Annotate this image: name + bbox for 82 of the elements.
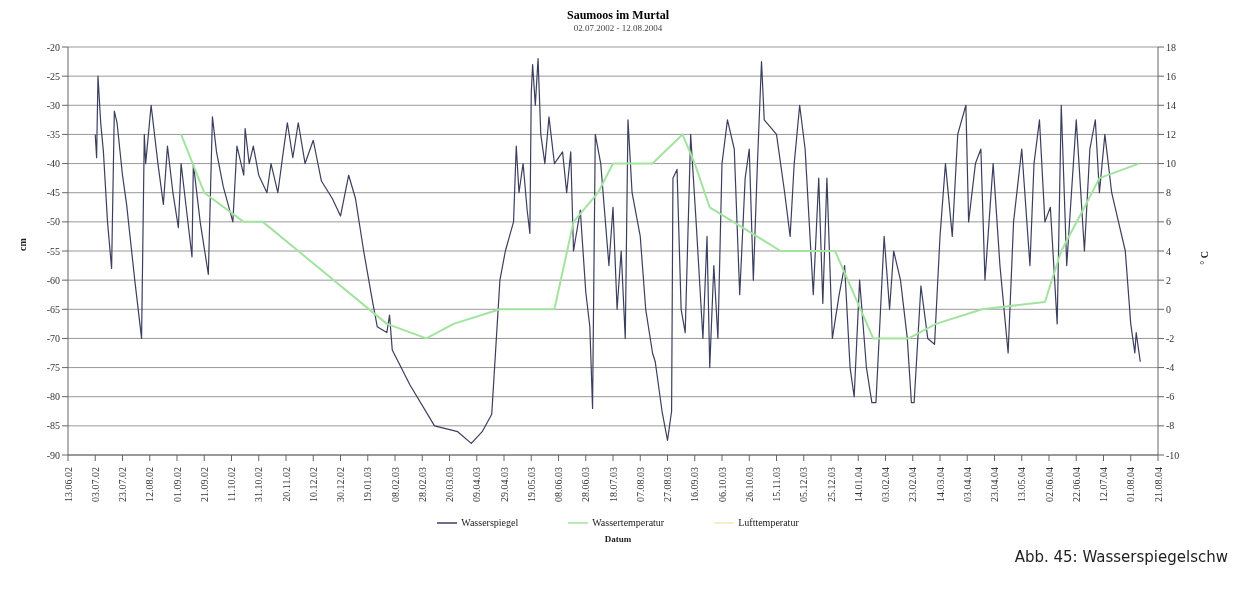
x-tick-label: 14.01.04 xyxy=(852,467,864,502)
x-tick-label: 07.08.03 xyxy=(634,467,646,502)
y2-tick-label: 10 xyxy=(1166,158,1176,170)
y-tick-label: -20 xyxy=(46,41,60,53)
x-tick-label: 03.04.04 xyxy=(961,467,973,502)
x-tick-label: 23.07.02 xyxy=(117,467,128,502)
x-tick-label: 13.05.04 xyxy=(1016,467,1028,502)
caption: Abb. 45: Wasserspiegelschw xyxy=(1014,548,1228,566)
y-tick-label: -65 xyxy=(46,303,60,315)
y2-tick-label: -8 xyxy=(1166,420,1175,432)
chart-title: Saumoos im Murtal xyxy=(566,8,670,23)
x-tick-label: 10.12.02 xyxy=(307,467,319,502)
x-tick-label: 21.09.02 xyxy=(198,467,210,502)
x-tick-label: 03.02.04 xyxy=(880,467,891,502)
x-tick-label: 14.03.04 xyxy=(934,467,946,502)
y2-tick-label: -10 xyxy=(1166,449,1180,461)
x-tick-label: 09.04.03 xyxy=(471,467,483,502)
y-tick-label: -25 xyxy=(46,70,60,82)
legend-label: Lufttemperatur xyxy=(737,517,799,528)
y-tick-label: -60 xyxy=(46,274,60,286)
x-tick-label: 23.04.04 xyxy=(989,467,1000,502)
x-tick-label: 18.07.03 xyxy=(607,467,619,502)
y-tick-label: -45 xyxy=(46,187,60,199)
y-axis-title: cm xyxy=(16,237,28,251)
x-tick-label: 29.04.03 xyxy=(498,467,510,502)
x-tick-label: 28.06.03 xyxy=(580,467,592,502)
chart-subtitle: 02.07.2002 - 12.08.2004 xyxy=(572,23,664,33)
y-tick-label: -85 xyxy=(46,420,60,432)
x-tick-label: 11.10.02 xyxy=(226,467,237,502)
y-tick-label: -55 xyxy=(46,245,60,257)
y-tick-label: -30 xyxy=(46,99,60,111)
x-tick-label: 16.09.03 xyxy=(689,467,701,502)
y-tick-label: -35 xyxy=(46,128,60,140)
y2-tick-label: 16 xyxy=(1166,70,1176,82)
x-tick-label: 08.02.03 xyxy=(389,467,401,502)
y2-tick-label: 6 xyxy=(1166,216,1171,228)
x-tick-label: 03.07.02 xyxy=(89,467,101,502)
y2-tick-label: -2 xyxy=(1166,332,1175,344)
x-tick-label: 27.08.03 xyxy=(662,467,673,502)
y-tick-label: -70 xyxy=(46,332,60,344)
x-tick-label: 01.09.02 xyxy=(171,467,183,502)
x-tick-label: 12.08.02 xyxy=(144,467,156,502)
y2-tick-label: -4 xyxy=(1166,362,1175,374)
x-tick-label: 13.06.02 xyxy=(62,467,74,502)
x-tick-label: 20.03.03 xyxy=(444,467,455,502)
y2-tick-label: 18 xyxy=(1166,41,1176,53)
y-tick-label: -50 xyxy=(46,216,60,228)
x-tick-label: 31.10.02 xyxy=(253,467,265,502)
y-tick-label: -75 xyxy=(46,362,60,374)
y2-tick-label: 2 xyxy=(1166,274,1171,286)
x-tick-label: 22.06.04 xyxy=(1070,467,1082,502)
x-tick-label: 15.11.03 xyxy=(771,467,782,502)
x-tick-label: 01.08.04 xyxy=(1125,467,1137,502)
x-tick-label: 08.06.03 xyxy=(553,467,564,502)
y-tick-label: -40 xyxy=(46,158,60,170)
y2-tick-label: -6 xyxy=(1166,391,1175,403)
y-tick-label: -80 xyxy=(46,391,60,403)
x-tick-label: 30.12.02 xyxy=(335,467,346,502)
x-tick-label: 26.10.03 xyxy=(743,467,755,502)
legend-label: Wasserspiegel xyxy=(460,517,519,528)
x-tick-label: 25.12.03 xyxy=(825,467,837,502)
x-tick-label: 12.07.04 xyxy=(1098,467,1109,502)
line-series xyxy=(94,58,1141,444)
line-series xyxy=(180,133,1140,340)
y2-tick-label: 0 xyxy=(1166,303,1171,315)
y2-tick-label: 8 xyxy=(1166,187,1171,199)
x-tick-label: 21.08.04 xyxy=(1152,467,1164,502)
x-tick-label: 28.02.03 xyxy=(416,467,428,502)
x-tick-label: 05.12.03 xyxy=(798,467,810,502)
x-tick-label: 02.06.04 xyxy=(1043,467,1055,502)
y2-tick-label: 4 xyxy=(1166,245,1171,257)
x-tick-label: 19.05.03 xyxy=(525,467,537,502)
x-axis-title: Datum xyxy=(603,534,633,544)
y-tick-label: -90 xyxy=(46,449,60,461)
x-tick-label: 19.01.03 xyxy=(362,467,374,502)
x-tick-label: 06.10.03 xyxy=(716,467,728,502)
x-tick-label: 23.02.04 xyxy=(907,467,919,502)
y2-tick-label: 14 xyxy=(1166,99,1176,111)
legend-label: Wassertemperatur xyxy=(591,517,665,528)
y2-tick-label: 12 xyxy=(1166,128,1176,140)
x-tick-label: 20.11.02 xyxy=(280,467,292,502)
y2-axis-title: ° C xyxy=(1198,251,1210,265)
